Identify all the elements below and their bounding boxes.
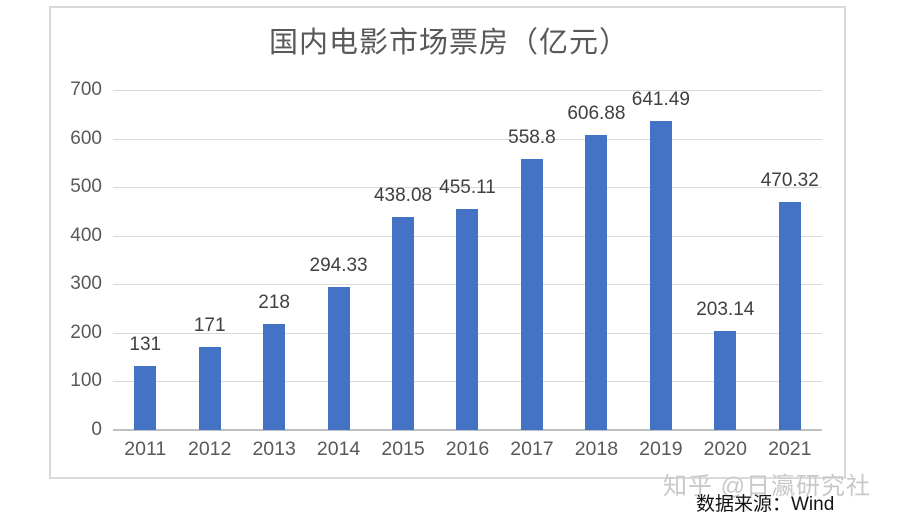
- bar-2016: [456, 208, 479, 430]
- bar-value-label: 131: [129, 334, 162, 356]
- x-tick-label-2013: 2013: [252, 438, 296, 460]
- x-tick-label-2015: 2015: [381, 438, 425, 460]
- watermark: 知乎 @日瀛研究社: [663, 473, 872, 500]
- y-tick-label-0: 0: [91, 419, 102, 440]
- bar-value-label: 218: [258, 292, 290, 314]
- bar-slot: 470.32: [758, 90, 822, 430]
- bar-value-label: 606.88: [567, 103, 626, 125]
- gridline-600: [113, 138, 822, 140]
- chart-title: 国内电影市场票房（亿元）: [268, 27, 629, 59]
- bar-value-label: 558.8: [508, 126, 556, 148]
- bar-2014: [327, 287, 350, 430]
- gridline-0: [113, 429, 822, 431]
- y-tick-label-500: 500: [70, 176, 102, 198]
- bar-value-label: 470.32: [760, 169, 819, 191]
- y-tick-label-400: 400: [70, 224, 102, 246]
- source-note: 数据来源：Wind: [696, 494, 835, 515]
- gridline-500: [113, 187, 822, 189]
- plot-area: 131 171 218 294.33 438.08 455.11 558.8 606.88 64…: [113, 89, 822, 431]
- y-tick-label-100: 100: [70, 370, 102, 392]
- y-tick-label-600: 600: [70, 127, 102, 149]
- chart-frame: [49, 6, 846, 479]
- x-tick-label-2017: 2017: [510, 438, 554, 460]
- x-tick-label-2020: 2020: [703, 438, 747, 460]
- x-tick-label-2014: 2014: [316, 438, 361, 460]
- x-tick-label-2018: 2018: [574, 438, 619, 460]
- x-tick-label-2011: 2011: [124, 438, 167, 460]
- bar-slot: 218: [242, 90, 306, 430]
- bar-value-label: 641.49: [631, 89, 690, 110]
- y-tick-label-200: 200: [70, 321, 102, 343]
- bar-2021: [778, 201, 801, 430]
- bar-slot: 131: [113, 90, 177, 430]
- bar-2019: [649, 120, 672, 430]
- bar-series: 131 171 218 294.33 438.08 455.11 558.8 606.88 64…: [113, 89, 822, 430]
- x-axis-labels: 2011 2012 2013 2014 2015 2016 2017 2018 2019 2020…: [113, 438, 822, 461]
- bar-slot: 641.49: [629, 89, 693, 430]
- bar-2012: [198, 346, 221, 430]
- y-tick-label-700: 700: [70, 79, 102, 100]
- bar-slot: 606.88: [564, 90, 628, 430]
- x-tick-label-2021: 2021: [768, 438, 812, 460]
- bar-2013: [263, 324, 286, 430]
- bar-2017: [520, 158, 543, 430]
- bar-value-label: 294.33: [309, 255, 368, 277]
- y-tick-label-300: 300: [70, 273, 102, 295]
- bar-value-label: 455.11: [439, 177, 496, 199]
- x-tick-label-2016: 2016: [445, 438, 490, 460]
- x-tick-label-2019: 2019: [639, 438, 683, 460]
- bar-slot: 171: [177, 90, 241, 430]
- bar-2011: [134, 366, 157, 430]
- bar-value-label: 438.08: [373, 185, 433, 207]
- bar-2015: [392, 217, 415, 430]
- x-tick-label-2012: 2012: [187, 438, 232, 460]
- bar-2018: [585, 135, 608, 430]
- bar-value-label: 171: [193, 315, 226, 337]
- bar-slot: 438.08: [371, 90, 435, 430]
- bar-value-label: 203.14: [696, 299, 755, 321]
- gridline-700: [113, 90, 822, 91]
- bar-slot: 294.33: [306, 90, 370, 430]
- bar-slot: 203.14: [693, 90, 757, 430]
- bar-slot: 455.11: [435, 90, 499, 430]
- bar-2020: [714, 331, 737, 430]
- bar-slot: 558.8: [500, 90, 564, 430]
